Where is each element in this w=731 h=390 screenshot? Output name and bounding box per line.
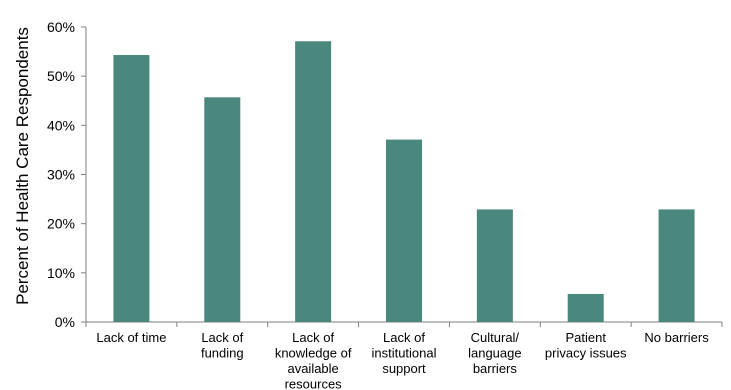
x-category-label: Lack of funding bbox=[201, 330, 244, 361]
y-tick-label: 40% bbox=[47, 117, 75, 133]
y-tick-label: 10% bbox=[47, 265, 75, 281]
bar bbox=[386, 139, 422, 322]
bar bbox=[567, 293, 604, 322]
bar bbox=[295, 41, 332, 323]
x-axis-ticks bbox=[85, 322, 723, 327]
x-category-label: Lack of knowledge of available resources bbox=[275, 330, 352, 390]
y-tick-label: 50% bbox=[47, 68, 75, 84]
x-category-label: Patient privacy issues bbox=[545, 330, 627, 361]
bar bbox=[476, 209, 513, 322]
y-axis-title: Percent of Health Care Respondents bbox=[13, 27, 32, 305]
y-tick-label: 0% bbox=[55, 314, 75, 330]
bar bbox=[113, 55, 150, 323]
x-axis-labels: Lack of time Lack of funding Lack of knowled… bbox=[96, 330, 709, 390]
x-category-label: Cultural/language barriers bbox=[468, 330, 522, 376]
bar bbox=[658, 209, 695, 322]
x-category-label: No barriers bbox=[644, 330, 709, 345]
y-axis-ticks: 0% 10% 20% 30% 40% 50% 60% bbox=[47, 19, 86, 330]
y-tick-label: 60% bbox=[47, 19, 75, 35]
bar bbox=[204, 97, 241, 322]
bars-group bbox=[113, 41, 695, 323]
y-tick-label: 30% bbox=[47, 167, 75, 183]
x-category-label: Lack of institutional support bbox=[371, 330, 436, 376]
x-category-label: Lack of time bbox=[96, 330, 166, 345]
y-tick-label: 20% bbox=[47, 216, 75, 232]
